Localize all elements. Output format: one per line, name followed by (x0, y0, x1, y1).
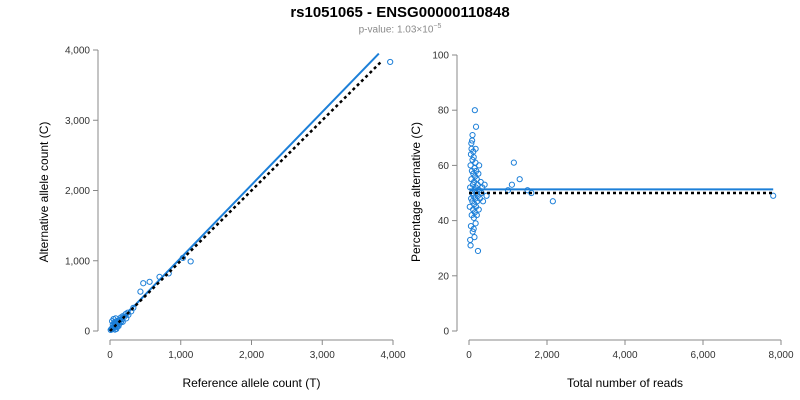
y-tick-label: 0 (84, 327, 90, 338)
x-tick-label: 6,000 (690, 350, 715, 361)
x-axis-title: Reference allele count (T) (182, 376, 320, 390)
data-point (469, 228, 476, 235)
x-tick-label: 4,000 (380, 350, 405, 361)
x-tick-label: 2,000 (239, 350, 264, 361)
data-point (476, 162, 483, 169)
data-point (137, 288, 144, 295)
x-tick-label: 0 (107, 350, 113, 361)
data-point (508, 181, 515, 188)
p-value-prefix: p-value: (358, 24, 397, 36)
data-point (481, 181, 488, 188)
y-tick-label: 2,000 (65, 186, 90, 197)
data-point (130, 304, 137, 311)
data-point (475, 206, 482, 213)
data-point (510, 159, 517, 166)
x-tick-label: 3,000 (310, 350, 335, 361)
expected-dotted-line (109, 61, 382, 332)
data-point (471, 234, 478, 241)
x-tick-label: 8,000 (768, 350, 793, 361)
p-value-exponent: −5 (433, 23, 442, 30)
data-point (467, 242, 474, 249)
y-tick-label: 80 (438, 106, 450, 117)
data-point (516, 176, 523, 183)
y-tick-label: 60 (438, 161, 450, 172)
x-tick-label: 0 (466, 350, 472, 361)
data-point (483, 192, 490, 199)
y-axis-title: Alternative allele count (C) (37, 122, 51, 263)
p-value-label: p-value: 1.03×10−5 (0, 23, 800, 35)
data-point (475, 170, 482, 177)
x-axis-title: Total number of reads (567, 376, 683, 390)
data-point (473, 211, 480, 219)
data-point (470, 225, 477, 232)
x-tick-label: 4,000 (612, 350, 637, 361)
x-tick-label: 2,000 (534, 350, 559, 361)
data-point (187, 258, 194, 265)
data-point (479, 198, 487, 205)
data-point (770, 192, 777, 199)
right-scatter-plot: 0 20 40 60 80 100 0 2,000 4,000 6,000 8,000 Total n… (409, 51, 794, 391)
data-point (472, 145, 479, 152)
y-tick-label: 4,000 (65, 46, 90, 57)
data-point (467, 151, 475, 158)
chart-title: rs1051065 - ENSG00000110848 (290, 4, 510, 21)
y-tick-label: 100 (432, 51, 449, 62)
y-axis-title: Percentage alternative (C) (409, 122, 423, 262)
data-point (469, 131, 476, 139)
y-tick-label: 20 (438, 271, 450, 282)
y-tick-label: 3,000 (65, 116, 90, 127)
data-point (472, 123, 480, 130)
data-point (468, 140, 475, 147)
data-point (471, 107, 478, 114)
data-point (474, 247, 482, 255)
left-scatter-plot: 0 1,000 2,000 3,000 4,000 0 1,000 2,000 3,000 4,0… (37, 46, 406, 391)
data-point (146, 278, 153, 285)
y-tick-label: 1,000 (65, 256, 90, 267)
data-point (549, 198, 556, 205)
data-point (472, 220, 479, 227)
y-tick-label: 40 (438, 216, 450, 227)
y-tick-label: 0 (443, 327, 449, 338)
data-point (387, 58, 394, 66)
fitted-line (109, 52, 380, 332)
p-value-mantissa: 1.03×10 (396, 24, 434, 36)
data-point (140, 280, 147, 287)
x-tick-label: 1,000 (168, 350, 193, 361)
